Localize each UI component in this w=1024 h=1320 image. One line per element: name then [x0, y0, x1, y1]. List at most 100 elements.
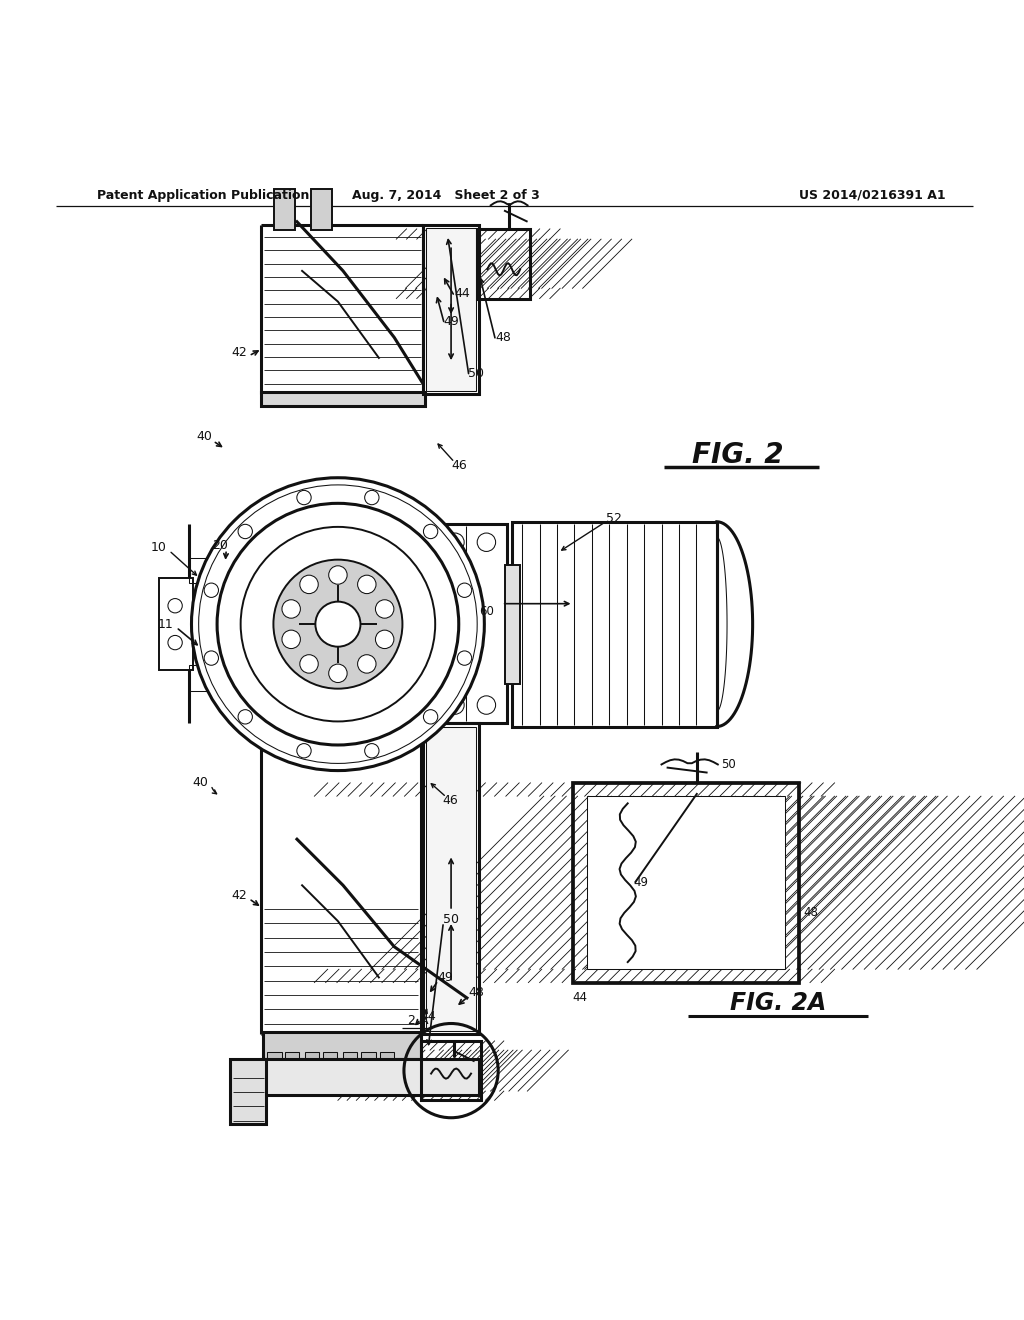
Text: FIG. 2: FIG. 2 [691, 441, 783, 469]
Bar [230, 1060, 266, 1123]
Circle shape [273, 560, 402, 689]
Bar [323, 1052, 337, 1063]
Circle shape [199, 484, 477, 763]
Circle shape [458, 583, 472, 598]
Circle shape [300, 655, 318, 673]
Bar [246, 524, 507, 723]
Bar [189, 665, 208, 690]
Bar [261, 723, 423, 738]
Bar [380, 1052, 394, 1063]
Bar [785, 796, 799, 969]
Bar [478, 228, 529, 239]
Circle shape [383, 696, 401, 714]
Bar [478, 288, 529, 298]
Circle shape [282, 599, 300, 618]
Bar [472, 1051, 481, 1092]
Text: 42: 42 [231, 346, 248, 359]
Text: 52: 52 [606, 512, 623, 525]
Bar [159, 578, 193, 671]
Text: 49: 49 [443, 314, 460, 327]
Text: 50: 50 [468, 367, 484, 380]
Circle shape [351, 533, 370, 552]
Circle shape [319, 696, 338, 714]
Bar [261, 392, 425, 407]
Bar [573, 783, 799, 982]
Bar [423, 224, 479, 393]
Text: FIG. 2A: FIG. 2A [730, 991, 826, 1015]
Bar [512, 521, 717, 726]
Bar [343, 1052, 357, 1063]
Bar [261, 1060, 479, 1096]
Text: Aug. 7, 2014   Sheet 2 of 3: Aug. 7, 2014 Sheet 2 of 3 [351, 189, 540, 202]
Bar [423, 723, 479, 1034]
Text: 60: 60 [479, 606, 494, 618]
Bar [311, 189, 332, 230]
Circle shape [238, 524, 252, 539]
Text: US 2014/0216391 A1: US 2014/0216391 A1 [799, 189, 945, 202]
Circle shape [424, 524, 438, 539]
Circle shape [315, 602, 360, 647]
Circle shape [329, 664, 347, 682]
Text: 44: 44 [454, 286, 470, 300]
Circle shape [415, 696, 433, 714]
Bar [477, 239, 486, 288]
Text: 48: 48 [804, 906, 818, 919]
Circle shape [365, 743, 379, 758]
Bar [263, 1032, 421, 1060]
Circle shape [168, 598, 182, 612]
Text: 44: 44 [572, 991, 587, 1005]
Circle shape [329, 566, 347, 585]
Text: 48: 48 [468, 986, 484, 999]
Text: A: A [420, 1014, 428, 1027]
Circle shape [168, 635, 182, 649]
Text: 40: 40 [197, 430, 213, 444]
Circle shape [458, 651, 472, 665]
Circle shape [204, 583, 218, 598]
Text: 50: 50 [442, 912, 459, 925]
Circle shape [383, 533, 401, 552]
Circle shape [297, 491, 311, 504]
Text: 50: 50 [721, 758, 735, 771]
Text: 44: 44 [420, 1010, 436, 1023]
Bar [421, 1041, 481, 1051]
Circle shape [257, 533, 275, 552]
Circle shape [289, 696, 307, 714]
Circle shape [351, 696, 370, 714]
Text: 40: 40 [193, 776, 209, 789]
Bar [421, 1041, 481, 1101]
Circle shape [445, 696, 464, 714]
Text: 46: 46 [451, 459, 467, 473]
Bar [573, 969, 799, 982]
Text: 10: 10 [151, 541, 167, 554]
Bar [267, 1052, 282, 1063]
Text: 2: 2 [407, 1014, 415, 1027]
Circle shape [415, 533, 433, 552]
Circle shape [357, 655, 376, 673]
Circle shape [204, 651, 218, 665]
Circle shape [297, 743, 311, 758]
Text: Patent Application Publication: Patent Application Publication [97, 189, 309, 202]
Circle shape [477, 533, 496, 552]
Bar [477, 228, 530, 298]
Bar [421, 1051, 430, 1092]
Circle shape [477, 696, 496, 714]
Circle shape [300, 576, 318, 594]
Circle shape [241, 527, 435, 722]
Bar [521, 239, 530, 288]
Bar [305, 1052, 319, 1063]
Text: 11: 11 [158, 618, 174, 631]
Bar [285, 1052, 299, 1063]
Circle shape [257, 696, 275, 714]
Circle shape [445, 533, 464, 552]
Bar [505, 565, 520, 684]
Text: 46: 46 [442, 793, 459, 807]
Bar [587, 796, 785, 969]
Circle shape [238, 710, 252, 723]
Bar [573, 796, 587, 969]
Circle shape [282, 630, 300, 648]
Text: 49: 49 [437, 972, 454, 983]
Text: 48: 48 [496, 331, 512, 345]
Circle shape [319, 533, 338, 552]
Circle shape [191, 478, 484, 771]
Text: 20: 20 [212, 539, 228, 552]
